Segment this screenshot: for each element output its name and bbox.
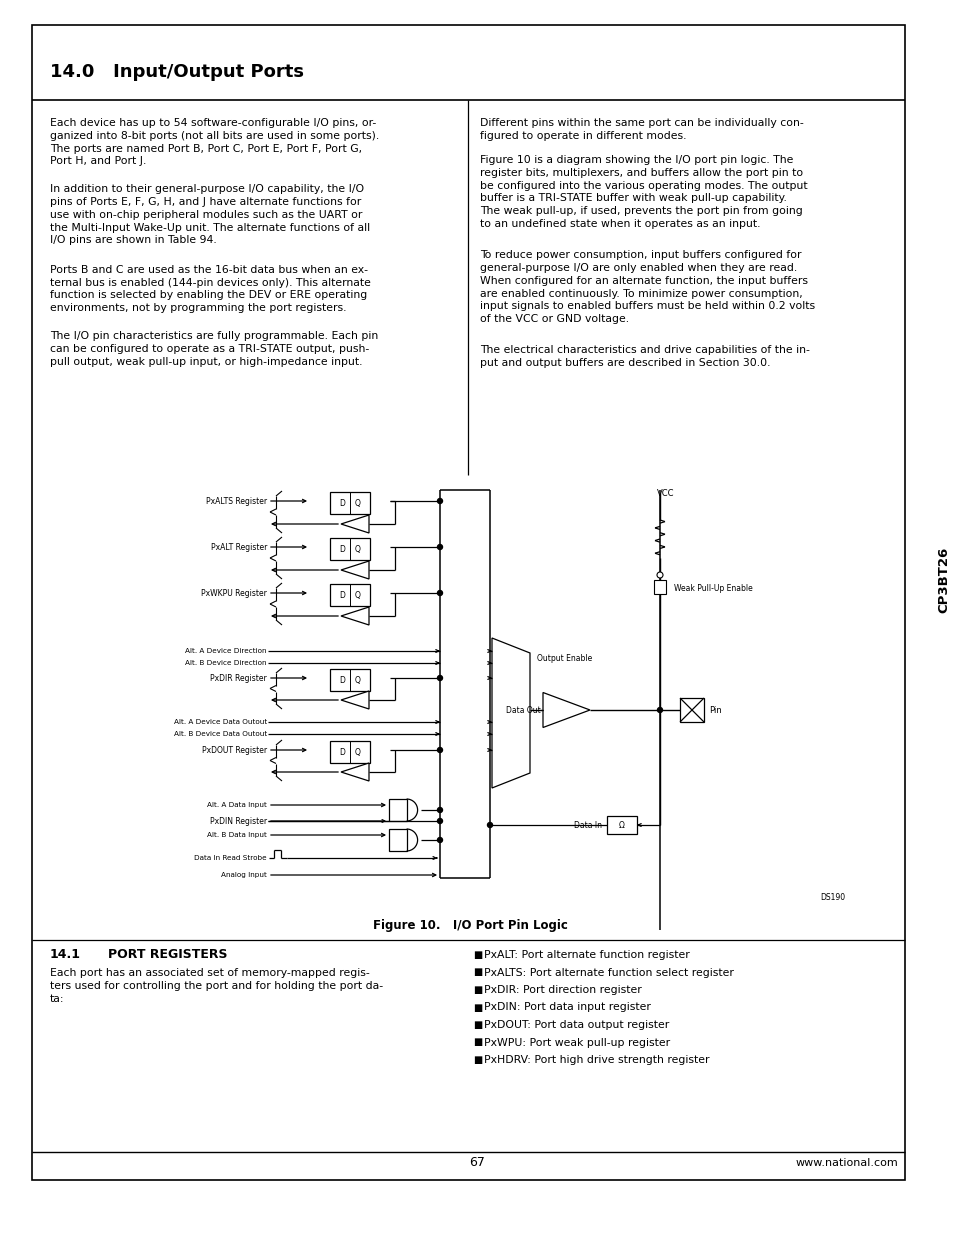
- Circle shape: [437, 499, 442, 504]
- Polygon shape: [340, 763, 369, 781]
- Text: Each device has up to 54 software-configurable I/O pins, or-
ganized into 8-bit : Each device has up to 54 software-config…: [50, 119, 379, 167]
- Text: PORT REGISTERS: PORT REGISTERS: [108, 948, 227, 962]
- Text: Figure 10 is a diagram showing the I/O port pin logic. The
register bits, multip: Figure 10 is a diagram showing the I/O p…: [479, 156, 807, 228]
- Text: The electrical characteristics and drive capabilities of the in-
put and output : The electrical characteristics and drive…: [479, 346, 809, 368]
- Text: CP3BT26: CP3BT26: [937, 547, 949, 613]
- Text: Data In: Data In: [574, 820, 601, 830]
- Bar: [330, 669, 370, 692]
- Circle shape: [437, 676, 442, 680]
- Circle shape: [657, 572, 662, 578]
- Text: Pin: Pin: [708, 705, 721, 715]
- Text: 14.0   Input/Output Ports: 14.0 Input/Output Ports: [50, 63, 304, 82]
- Bar: [606, 816, 637, 834]
- Text: Q: Q: [355, 545, 360, 553]
- Text: D: D: [338, 747, 345, 757]
- Text: PxALTS Register: PxALTS Register: [206, 496, 267, 505]
- Text: ■: ■: [473, 950, 482, 960]
- Text: Analog Input: Analog Input: [221, 872, 267, 878]
- Text: 14.1: 14.1: [50, 948, 81, 962]
- Text: ■: ■: [473, 986, 482, 995]
- Text: Figure 10.   I/O Port Pin Logic: Figure 10. I/O Port Pin Logic: [373, 919, 567, 931]
- Text: D: D: [338, 590, 345, 599]
- Text: ■: ■: [473, 1037, 482, 1047]
- Text: D: D: [338, 545, 345, 553]
- Text: Each port has an associated set of memory-mapped regis-
ters used for controllin: Each port has an associated set of memor…: [50, 968, 383, 1004]
- Text: Alt. B Device Data Outout: Alt. B Device Data Outout: [173, 731, 267, 737]
- Bar: [330, 538, 370, 559]
- Text: D: D: [338, 499, 345, 508]
- Text: DS190: DS190: [819, 893, 844, 902]
- Text: PxALT Register: PxALT Register: [211, 542, 267, 552]
- Circle shape: [437, 747, 442, 752]
- Text: Q: Q: [355, 676, 360, 684]
- Polygon shape: [340, 515, 369, 534]
- Circle shape: [437, 819, 442, 824]
- Bar: [330, 492, 370, 514]
- Text: PxDIN Register: PxDIN Register: [210, 816, 267, 825]
- Text: In addition to their general-purpose I/O capability, the I/O
pins of Ports E, F,: In addition to their general-purpose I/O…: [50, 184, 370, 246]
- Bar: [654, 580, 665, 594]
- Text: PxALTS: Port alternate function select register: PxALTS: Port alternate function select r…: [483, 967, 733, 977]
- Text: Different pins within the same port can be individually con-
figured to operate : Different pins within the same port can …: [479, 119, 803, 141]
- Text: PxWKPU Register: PxWKPU Register: [201, 589, 267, 598]
- Polygon shape: [542, 693, 589, 727]
- Text: PxHDRV: Port high drive strength register: PxHDRV: Port high drive strength registe…: [483, 1055, 709, 1065]
- Text: ■: ■: [473, 1020, 482, 1030]
- Text: ■: ■: [473, 1003, 482, 1013]
- Text: Q: Q: [355, 499, 360, 508]
- Text: Alt. A Device Data Outout: Alt. A Device Data Outout: [173, 719, 267, 725]
- Circle shape: [657, 708, 661, 713]
- Bar: [330, 584, 370, 606]
- Text: Alt. B Data Input: Alt. B Data Input: [207, 832, 267, 839]
- Text: Weak Pull-Up Enable: Weak Pull-Up Enable: [673, 583, 752, 593]
- Text: PxALT: Port alternate function register: PxALT: Port alternate function register: [483, 950, 689, 960]
- Circle shape: [437, 808, 442, 813]
- Text: Alt. B Device Direction: Alt. B Device Direction: [185, 659, 267, 666]
- Text: PxDOUT Register: PxDOUT Register: [202, 746, 267, 755]
- Circle shape: [437, 590, 442, 595]
- Text: D: D: [338, 676, 345, 684]
- Polygon shape: [492, 638, 530, 788]
- Text: PxWPU: Port weak pull-up register: PxWPU: Port weak pull-up register: [483, 1037, 669, 1047]
- Bar: [389, 799, 406, 821]
- Text: PxDOUT: Port data output register: PxDOUT: Port data output register: [483, 1020, 669, 1030]
- Text: Q: Q: [355, 590, 360, 599]
- Text: 67: 67: [469, 1156, 484, 1170]
- Text: PxDIN: Port data input register: PxDIN: Port data input register: [483, 1003, 650, 1013]
- Text: Data In Read Strobe: Data In Read Strobe: [194, 855, 267, 861]
- Bar: [389, 829, 406, 851]
- Circle shape: [487, 823, 492, 827]
- Text: The I/O pin characteristics are fully programmable. Each pin
can be configured t: The I/O pin characteristics are fully pr…: [50, 331, 377, 367]
- Polygon shape: [340, 692, 369, 709]
- Text: Q: Q: [355, 747, 360, 757]
- Text: VCC: VCC: [657, 489, 674, 498]
- Circle shape: [437, 837, 442, 842]
- Text: Output Enable: Output Enable: [537, 653, 592, 662]
- Text: Alt. A Data Input: Alt. A Data Input: [207, 802, 267, 808]
- Text: Alt. A Device Direction: Alt. A Device Direction: [185, 648, 267, 655]
- Text: ■: ■: [473, 1055, 482, 1065]
- Text: Ports B and C are used as the 16-bit data bus when an ex-
ternal bus is enabled : Ports B and C are used as the 16-bit dat…: [50, 264, 371, 314]
- Bar: [679, 698, 703, 722]
- Bar: [330, 741, 370, 763]
- Polygon shape: [340, 561, 369, 579]
- Polygon shape: [340, 606, 369, 625]
- Text: PxDIR Register: PxDIR Register: [210, 673, 267, 683]
- Text: Data Out: Data Out: [506, 705, 540, 715]
- Circle shape: [437, 545, 442, 550]
- Text: PxDIR: Port direction register: PxDIR: Port direction register: [483, 986, 641, 995]
- Text: ■: ■: [473, 967, 482, 977]
- Text: www.national.com: www.national.com: [795, 1158, 897, 1168]
- Text: To reduce power consumption, input buffers configured for
general-purpose I/O ar: To reduce power consumption, input buffe…: [479, 251, 814, 325]
- Text: Ω: Ω: [618, 820, 624, 830]
